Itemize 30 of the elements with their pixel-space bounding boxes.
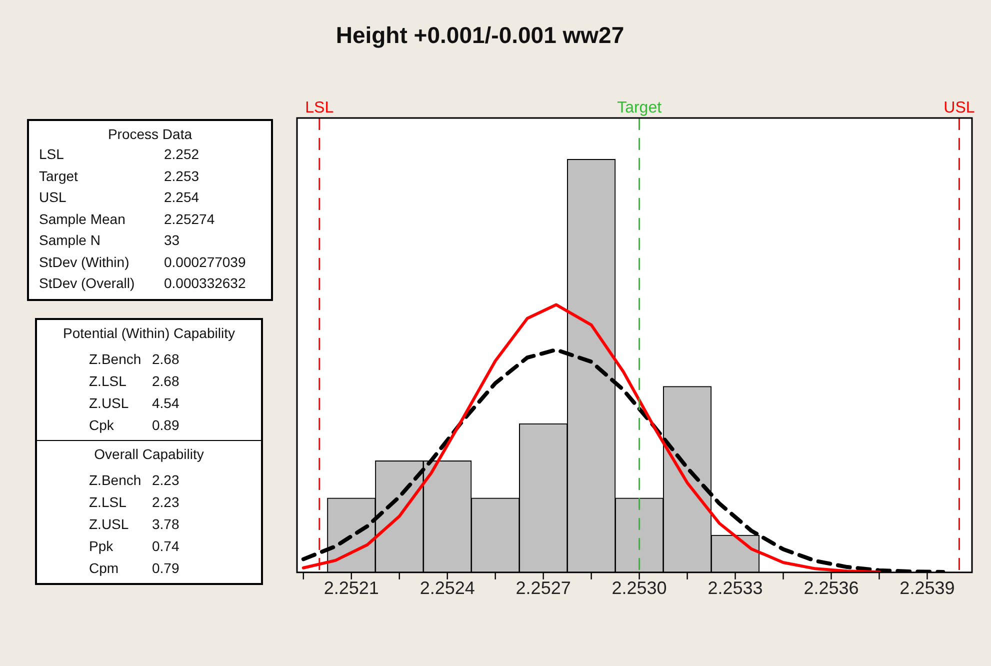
x-tick-label: 2.2536 [804, 578, 859, 598]
ref-line-label: USL [944, 99, 975, 116]
text: Target 2.253 [39, 168, 200, 184]
ref-line-label: Target [617, 99, 662, 116]
text: LSL 2.252 [39, 146, 200, 162]
x-tick-label: 2.2533 [708, 578, 763, 598]
text: Z.Bench 2.23 [89, 470, 180, 490]
x-tick-label: 2.2527 [516, 578, 571, 598]
x-tick-label: 2.2524 [420, 578, 475, 598]
text: Sample N 33 [39, 232, 180, 248]
text: USL 2.254 [39, 189, 200, 205]
text: Z.USL 4.54 [89, 394, 180, 410]
text: Potential (Within) Capability [62, 324, 236, 342]
ref-line-label: LSL [305, 99, 334, 116]
text: StDev (Overall) 0.000332632 [39, 275, 246, 291]
x-tick-label: 2.2530 [612, 578, 667, 598]
text: Ppk 0.74 [89, 538, 180, 554]
x-tick-label: 2.2539 [900, 578, 955, 598]
text: Sample Mean 2.25274 [39, 210, 215, 226]
text: Z.Bench 2.68 [89, 350, 180, 368]
text: Cpm 0.79 [89, 560, 180, 576]
text: Z.LSL 2.68 [89, 372, 180, 388]
text: Process Data [106, 125, 194, 144]
text: Z.LSL 2.23 [89, 494, 180, 510]
text: Cpk 0.89 [89, 416, 180, 432]
text: Overall Capability [93, 444, 205, 464]
text: Z.USL 3.78 [89, 516, 180, 532]
text: StDev (Within) 0.000277039 [39, 254, 246, 270]
chart-title: Height +0.001/-0.001 ww27 [334, 22, 626, 49]
x-tick-label: 2.2521 [324, 578, 379, 598]
